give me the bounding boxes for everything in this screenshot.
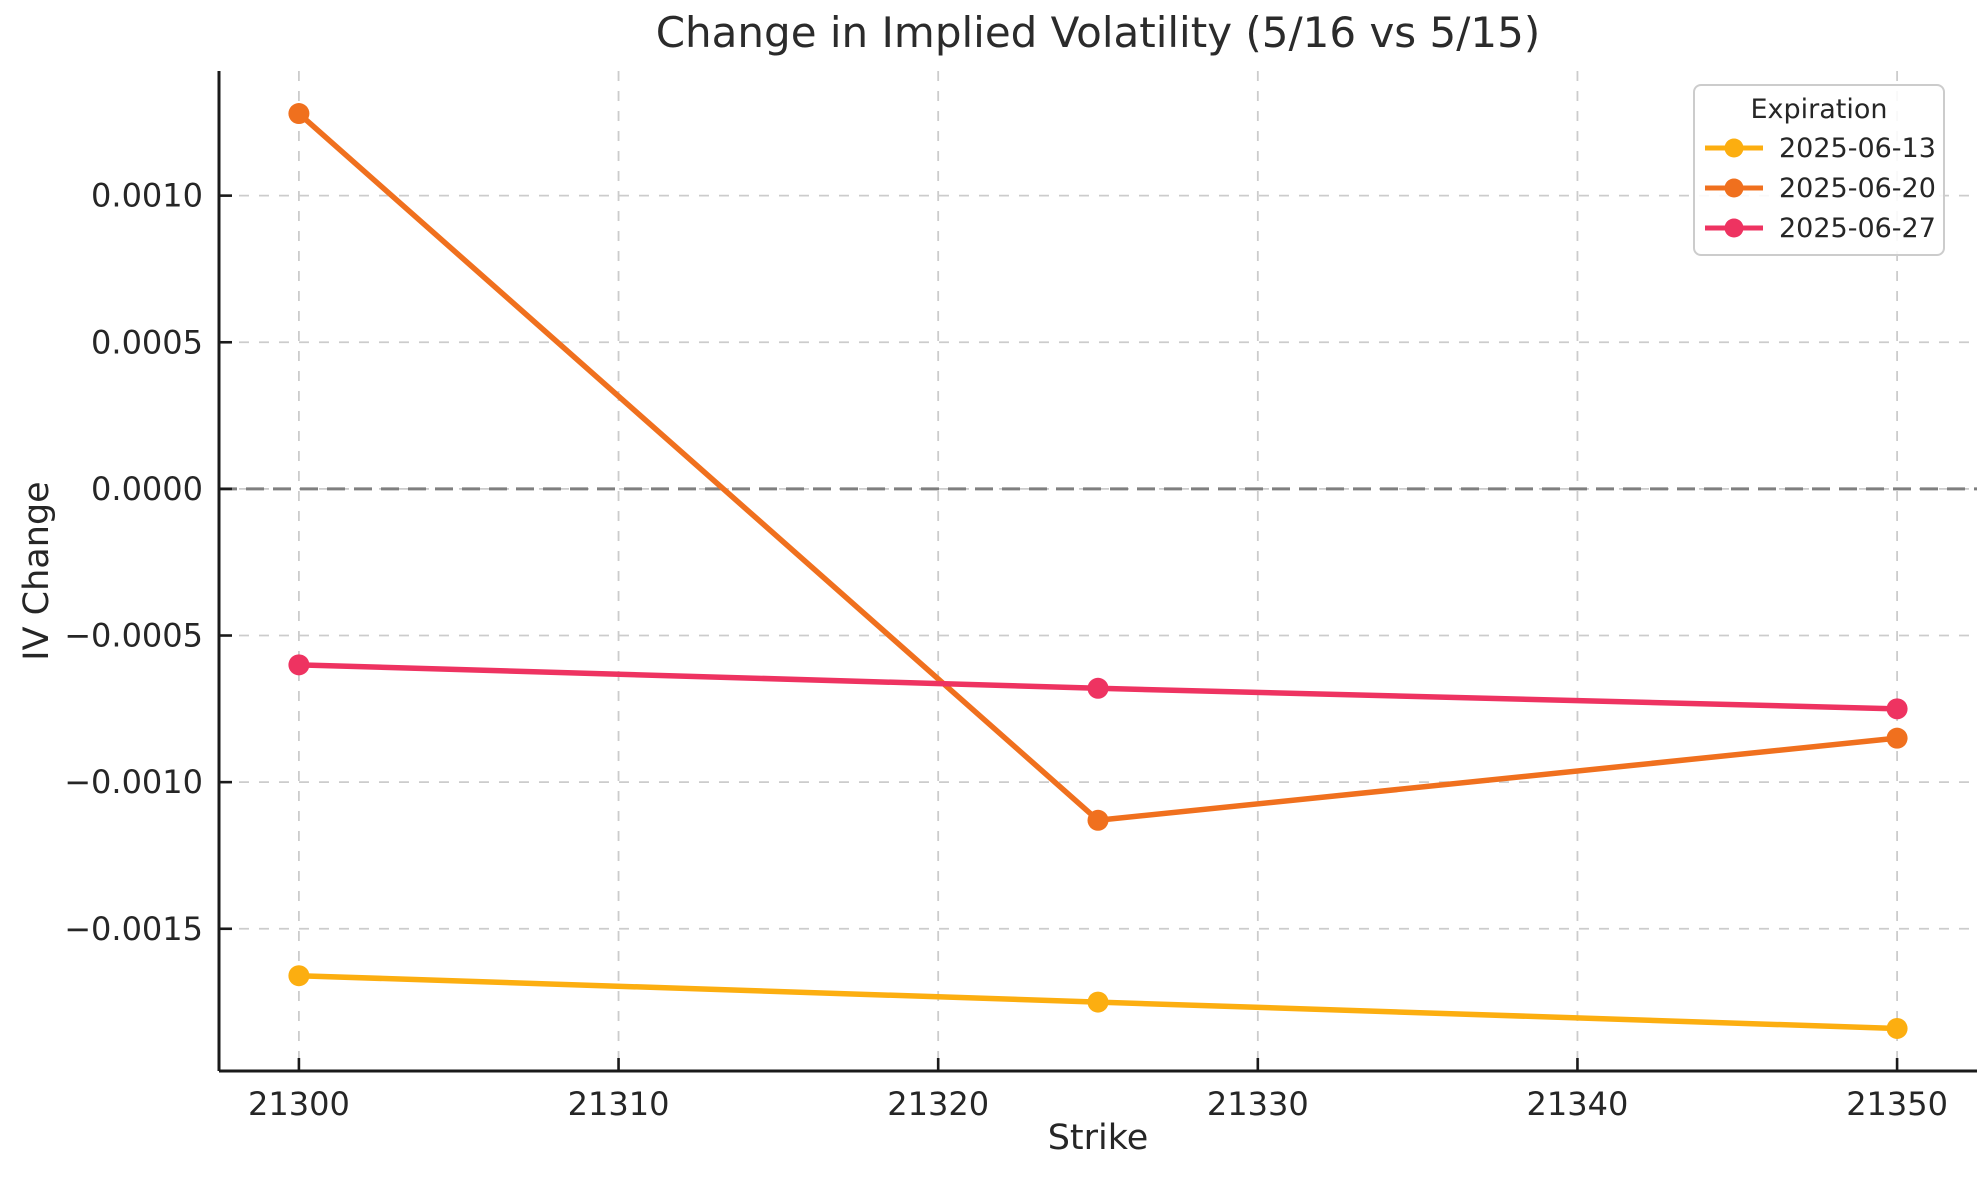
marker-2025-06-20-21300 — [288, 103, 310, 125]
marker-2025-06-27-21300 — [288, 654, 310, 676]
marker-2025-06-13-21300 — [288, 965, 310, 987]
series-line-2025-06-20 — [296, 110, 1900, 824]
legend-items: 2025-06-13 2025-06-20 2025-06-27 — [1703, 128, 1936, 248]
marker-2025-06-27-21325 — [1087, 677, 1109, 699]
x-axis-label: Strike — [1047, 1118, 1149, 1158]
marker-2025-06-13-21350 — [1886, 1017, 1908, 1039]
legend-title: Expiration — [1750, 94, 1888, 125]
x-tick-label-21300: 21300 — [248, 1085, 350, 1123]
x-tick-label-21350: 21350 — [1846, 1085, 1948, 1123]
marker-2025-06-20-21350 — [1886, 727, 1908, 749]
y-tick-label-−0.0015: −0.0015 — [64, 910, 203, 948]
y-tick-label-−0.0010: −0.0010 — [64, 763, 203, 801]
x-tick-label-21330: 21330 — [1207, 1085, 1309, 1123]
legend-swatch-icon — [1705, 138, 1763, 158]
legend-item-2025-06-13: 2025-06-13 — [1703, 128, 1936, 168]
marker-2025-06-13-21325 — [1087, 991, 1109, 1013]
y-tick-label-−0.0005: −0.0005 — [64, 617, 203, 655]
x-tick-label-21310: 21310 — [568, 1085, 670, 1123]
x-tick-label-21340: 21340 — [1527, 1085, 1629, 1123]
y-tick-label-0.0010: 0.0010 — [91, 177, 203, 215]
y-tick-label-0.0000: 0.0000 — [91, 470, 203, 508]
y-axis-label: IV Change — [17, 481, 57, 661]
chart-title: Change in Implied Volatility (5/16 vs 5/… — [655, 8, 1541, 57]
legend: Expiration 2025-06-13 2025-06-20 2025-06-2… — [1693, 84, 1945, 256]
legend-item-2025-06-27: 2025-06-27 — [1703, 208, 1936, 248]
legend-swatch-icon — [1705, 178, 1763, 198]
legend-item-2025-06-20: 2025-06-20 — [1703, 168, 1936, 208]
marker-2025-06-27-21350 — [1886, 698, 1908, 720]
legend-label: 2025-06-27 — [1779, 212, 1936, 244]
legend-swatch-icon — [1705, 218, 1763, 238]
legend-label: 2025-06-20 — [1779, 172, 1936, 204]
x-tick-label-21320: 21320 — [887, 1085, 989, 1123]
y-tick-label-0.0005: 0.0005 — [91, 323, 203, 361]
legend-label: 2025-06-13 — [1779, 132, 1936, 164]
marker-2025-06-20-21325 — [1087, 809, 1109, 831]
